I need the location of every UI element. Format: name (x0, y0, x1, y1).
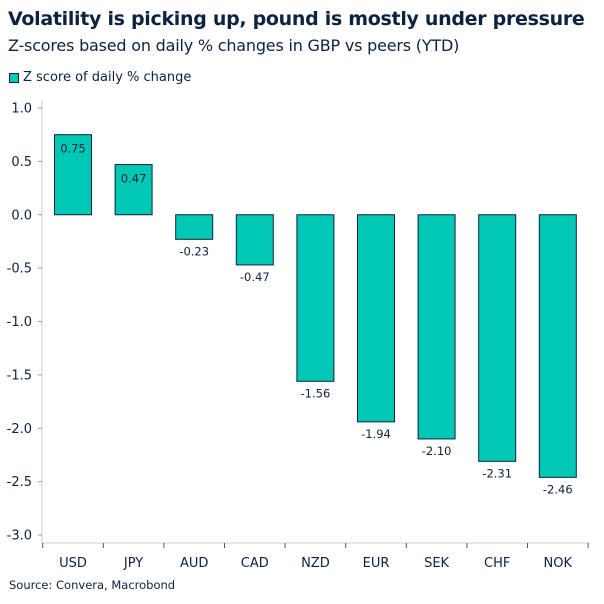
bar-sek (417, 214, 456, 440)
data-label: -1.56 (301, 386, 331, 400)
data-label: -2.31 (482, 466, 512, 480)
bar-cad (235, 214, 274, 266)
bar-nzd (296, 214, 335, 382)
x-tick-label: USD (59, 556, 87, 571)
y-tick-label: -1.0 (7, 315, 32, 330)
bar-nok (538, 214, 577, 478)
y-tick-label: -1.5 (7, 368, 32, 383)
x-tick-label: NZD (301, 556, 330, 571)
x-tick-label: JPY (123, 556, 143, 571)
bar-chf (478, 214, 517, 462)
y-tick-label: 1.0 (11, 102, 32, 117)
y-tick-label: 0.0 (11, 208, 32, 223)
x-tick-label: CHF (484, 556, 510, 571)
data-label: -2.46 (543, 482, 573, 496)
x-tick-label: EUR (363, 556, 390, 571)
legend-swatch (9, 72, 19, 83)
bar-aud (175, 214, 214, 240)
data-label: -2.10 (422, 444, 452, 458)
bar-usd (54, 134, 92, 216)
legend-label: Z score of daily % change (23, 70, 192, 85)
x-tick-label: SEK (424, 556, 449, 571)
x-tick-label: CAD (241, 556, 269, 571)
y-tick-label: 0.5 (11, 155, 32, 170)
data-label: -0.23 (179, 244, 209, 258)
y-tick-label: -0.5 (7, 262, 32, 277)
chart-subtitle: Z-scores based on daily % changes in GBP… (8, 36, 460, 55)
data-label: 0.47 (121, 172, 147, 186)
source-note: Source: Convera, Macrobond (9, 578, 176, 592)
bar-eur (357, 214, 395, 423)
x-tick-label: AUD (180, 556, 208, 571)
x-tick-label: NOK (544, 556, 573, 571)
data-label: -1.94 (361, 427, 391, 441)
bar-jpy (114, 164, 153, 216)
y-tick-label: -3.0 (7, 529, 32, 544)
data-label: 0.75 (60, 142, 86, 156)
y-tick-label: -2.0 (7, 422, 32, 437)
data-label: -0.47 (240, 270, 270, 284)
chart-title: Volatility is picking up, pound is mostl… (8, 8, 585, 30)
y-tick-label: -2.5 (7, 475, 32, 490)
legend: Z score of daily % change (9, 70, 191, 85)
